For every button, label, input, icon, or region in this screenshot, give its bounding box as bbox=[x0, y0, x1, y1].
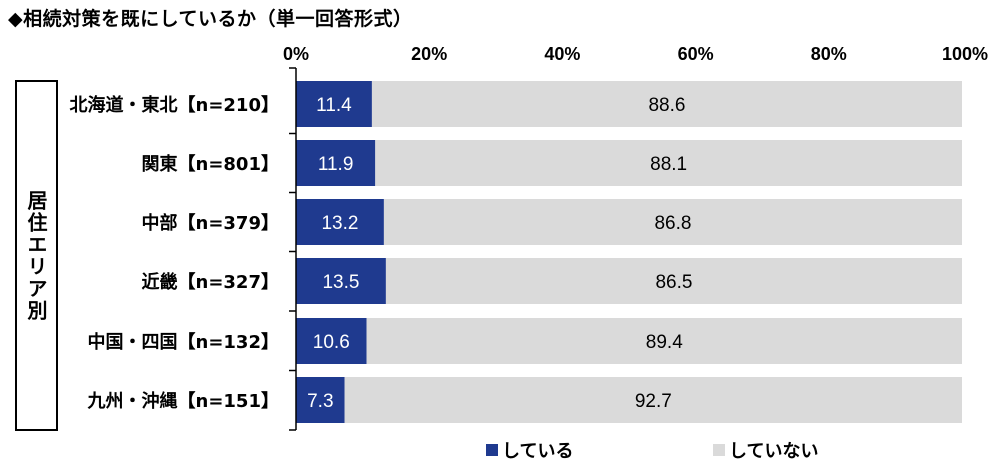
category-label: 九州・沖縄【n=151】 bbox=[87, 390, 279, 412]
chart-title: ◆相続対策を既にしているか（単一回答形式） bbox=[8, 8, 413, 30]
category-label: 関東【n=801】 bbox=[142, 153, 279, 175]
data-label-not-doing: 88.1 bbox=[650, 154, 687, 175]
side-label-box: 居住エリア別 bbox=[15, 80, 58, 431]
bar-not-doing bbox=[385, 258, 962, 304]
data-label-not-doing: 89.4 bbox=[646, 332, 683, 353]
bar-doing bbox=[296, 377, 345, 423]
bar-doing bbox=[296, 258, 386, 304]
bar-doing bbox=[296, 199, 384, 245]
bar-not-doing bbox=[366, 318, 962, 364]
x-tick-label: 80% bbox=[811, 44, 847, 64]
legend-item-not-doing: していない bbox=[713, 437, 818, 463]
category-label: 北海道・東北【n=210】 bbox=[70, 94, 279, 116]
legend-swatch-not-doing bbox=[713, 444, 725, 456]
side-label: 居住エリア別 bbox=[24, 189, 48, 322]
data-label-not-doing: 86.8 bbox=[654, 213, 691, 234]
data-label-not-doing: 92.7 bbox=[635, 391, 672, 412]
category-label: 中部【n=379】 bbox=[142, 212, 279, 234]
bar-doing bbox=[296, 318, 367, 364]
legend-swatch-doing bbox=[486, 444, 498, 456]
category-label: 中国・四国【n=132】 bbox=[88, 331, 279, 353]
x-tick-label: 0% bbox=[283, 44, 309, 64]
x-tick-label: 60% bbox=[678, 44, 714, 64]
data-label-doing: 13.2 bbox=[321, 213, 358, 234]
data-label-not-doing: 88.6 bbox=[648, 95, 685, 116]
bar-not-doing bbox=[344, 377, 962, 423]
legend-label-doing: している bbox=[502, 441, 574, 462]
bar-not-doing bbox=[375, 140, 962, 186]
data-label-doing: 11.4 bbox=[316, 95, 352, 116]
bar-not-doing bbox=[371, 81, 962, 127]
data-label-doing: 10.6 bbox=[313, 332, 350, 353]
x-tick-label: 40% bbox=[544, 44, 580, 64]
data-label-doing: 11.9 bbox=[318, 154, 354, 175]
bar-not-doing bbox=[383, 199, 962, 245]
data-label-not-doing: 86.5 bbox=[655, 272, 692, 293]
category-label: 近畿【n=327】 bbox=[142, 271, 279, 293]
bar-doing bbox=[296, 140, 376, 186]
x-tick-label: 100% bbox=[942, 44, 988, 64]
legend-item-doing: している bbox=[486, 437, 573, 463]
x-tick-label: 20% bbox=[411, 44, 447, 64]
data-label-doing: 13.5 bbox=[322, 272, 359, 293]
legend-label-not-doing: していない bbox=[729, 441, 819, 462]
data-label-doing: 7.3 bbox=[307, 391, 333, 412]
bar-doing bbox=[296, 81, 372, 127]
